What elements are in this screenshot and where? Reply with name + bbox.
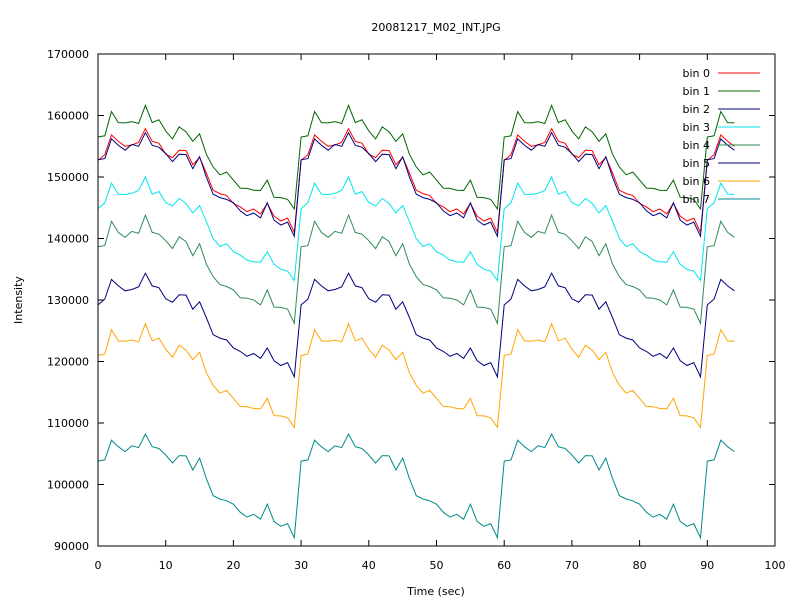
series-line-bin-6 (97, 322, 735, 429)
y-tick-label: 110000 (47, 417, 89, 430)
y-tick-label: 160000 (47, 110, 89, 123)
series-line-bin-3 (97, 175, 735, 282)
x-tick-label: 50 (430, 559, 444, 572)
x-tick-label: 100 (765, 559, 786, 572)
x-tick-label: 60 (497, 559, 511, 572)
x-tick-label: 40 (362, 559, 376, 572)
y-tick-label: 150000 (47, 171, 89, 184)
y-tick-label: 130000 (47, 294, 89, 307)
x-tick-label: 70 (565, 559, 579, 572)
legend-label: bin 6 (682, 175, 710, 188)
legend-label: bin 0 (682, 67, 710, 80)
x-tick-label: 0 (95, 559, 102, 572)
series-line-bin-2 (97, 131, 735, 239)
x-tick-label: 80 (633, 559, 647, 572)
series-line-bin-5 (97, 272, 735, 379)
y-tick-label: 120000 (47, 356, 89, 369)
series-line-bin-0 (97, 127, 735, 235)
series-line-bin-4 (97, 213, 735, 326)
y-tick-label: 140000 (47, 233, 89, 246)
legend-label: bin 2 (682, 103, 710, 116)
y-tick-label: 100000 (47, 479, 89, 492)
x-tick-label: 30 (294, 559, 308, 572)
x-tick-label: 20 (226, 559, 240, 572)
legend-label: bin 4 (682, 139, 710, 152)
series-line-bin-7 (97, 433, 735, 540)
legend-label: bin 3 (682, 121, 710, 134)
y-tick-label: 90000 (54, 540, 89, 553)
legend-label: bin 1 (682, 85, 710, 98)
y-tick-label: 170000 (47, 48, 89, 61)
axis-layer: 0 10 20 30 40 50 60 70 80 90 100 90000 100000 110000 1… (47, 48, 786, 572)
series-layer (97, 104, 735, 540)
legend: bin 0 bin 1 bin 2 bin 3 bin 4 bin 5 bin 6 bin 7 (682, 67, 760, 206)
series-line-bin-1 (97, 104, 735, 211)
x-tick-label: 90 (700, 559, 714, 572)
chart-title: 20081217_M02_INT.JPG (371, 21, 500, 34)
legend-label: bin 7 (682, 193, 710, 206)
y-axis-label: Intensity (12, 276, 25, 324)
x-tick-label: 10 (159, 559, 173, 572)
x-axis-label: Time (sec) (406, 585, 465, 598)
legend-label: bin 5 (682, 157, 710, 170)
